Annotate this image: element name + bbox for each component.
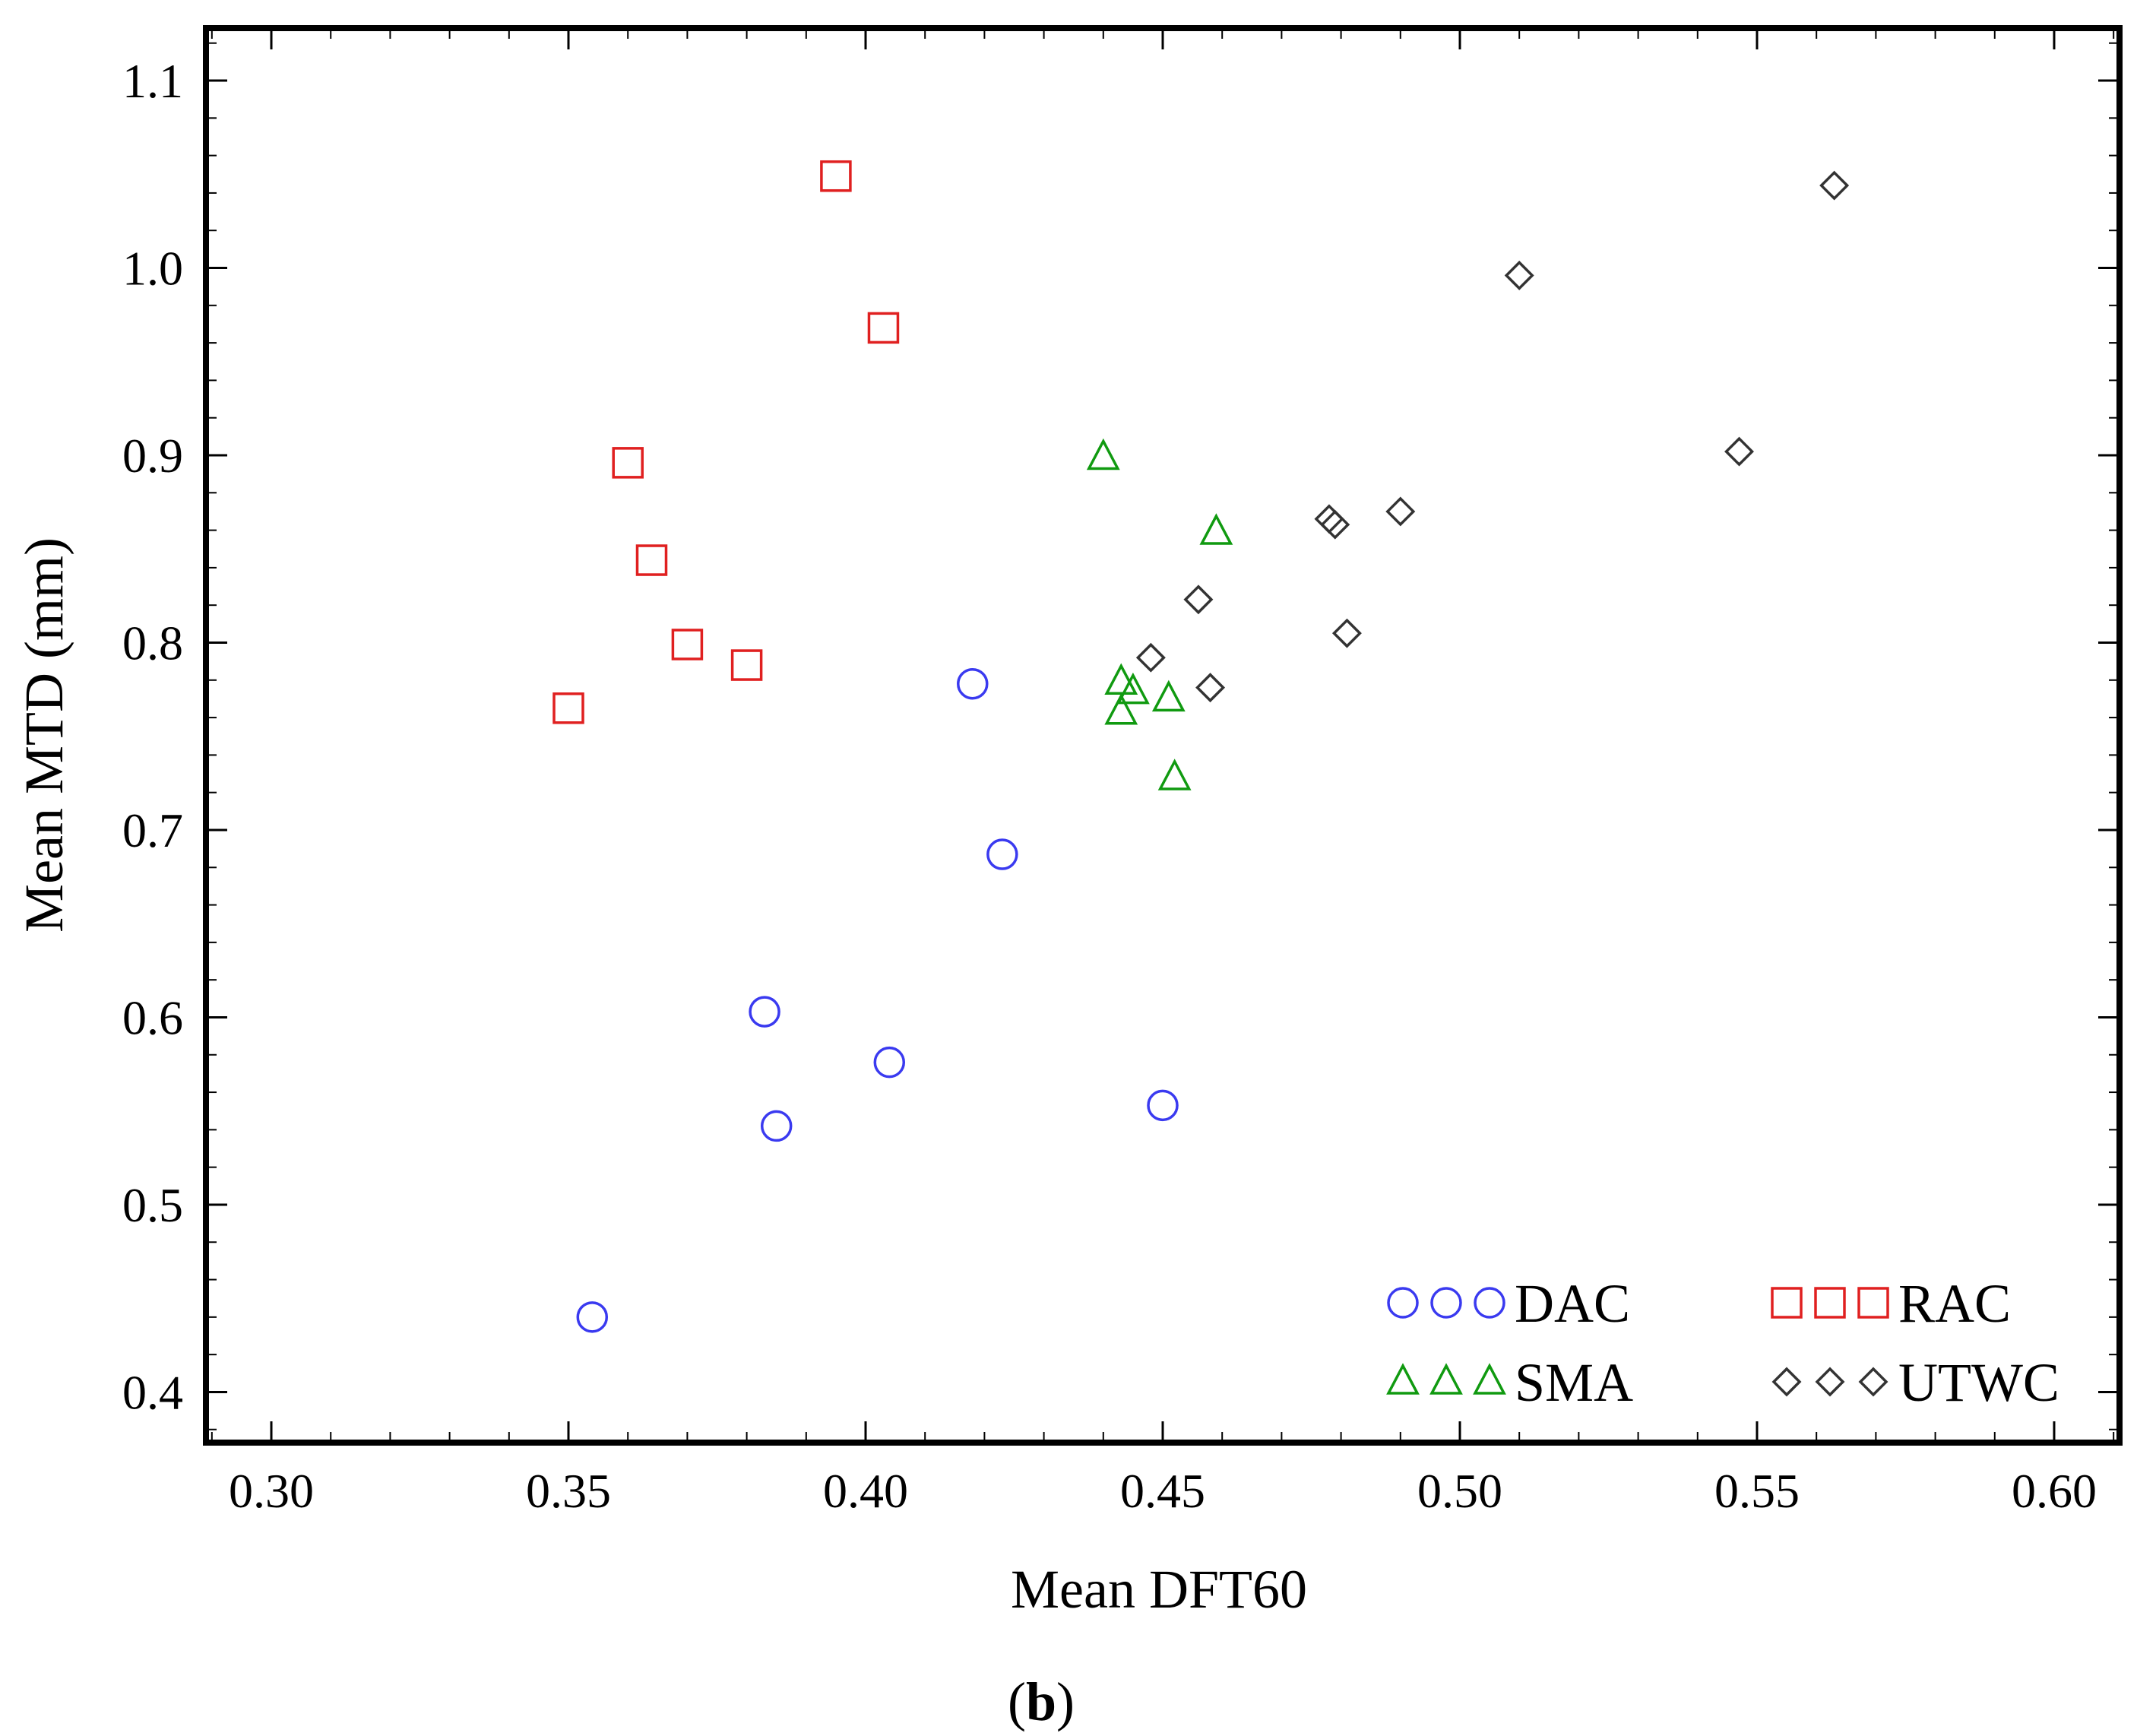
y-axis-label: Mean MTD (mm) [14, 537, 74, 933]
figure-caption: (b) [1008, 1671, 1075, 1732]
utwc-point [1135, 642, 1166, 673]
legend-marker-utwc [1858, 1367, 1888, 1397]
caption-letter: b [1026, 1671, 1056, 1732]
rac-point [612, 447, 644, 479]
utwc-point [1724, 436, 1755, 467]
x-tick-label: 0.40 [823, 1464, 908, 1518]
y-tick-label: 0.7 [122, 803, 183, 857]
legend-marker-utwc [1815, 1367, 1845, 1397]
dac-point [1147, 1089, 1179, 1122]
utwc-point [1195, 673, 1226, 703]
x-tick-label: 0.35 [526, 1464, 611, 1518]
axis-ticks [206, 28, 2120, 1443]
y-tick-label: 0.6 [122, 990, 183, 1044]
utwc-point [1504, 260, 1534, 290]
x-tick-label: 0.55 [1714, 1464, 1800, 1518]
utwc-point [1331, 618, 1362, 648]
legend-item-dac: DAC [1387, 1273, 1630, 1334]
legend-item-sma: SMA [1386, 1352, 1633, 1413]
series-utwc [1135, 170, 1850, 703]
legend-marker-sma [1386, 1363, 1420, 1395]
dac-point [986, 838, 1018, 870]
legend-item-utwc: UTWC [1771, 1352, 2059, 1413]
sma-point [1116, 672, 1150, 705]
utwc-point [1385, 496, 1416, 527]
y-tick-label: 0.5 [122, 1178, 183, 1232]
x-tick-label: 0.50 [1417, 1464, 1502, 1518]
legend-marker-dac [1430, 1287, 1462, 1319]
legend-marker-sma [1473, 1363, 1506, 1395]
x-tick-label: 0.60 [2012, 1464, 2097, 1518]
x-tick-label: 0.45 [1120, 1464, 1205, 1518]
legend-marker-rac [1771, 1287, 1803, 1319]
utwc-point [1819, 170, 1850, 201]
sma-point [1086, 438, 1120, 470]
legend-label-dac: DAC [1515, 1273, 1630, 1334]
y-tick-label: 0.4 [122, 1365, 183, 1419]
y-tick-label: 1.0 [122, 242, 183, 296]
sma-point [1199, 513, 1233, 545]
legend: DAC RAC SMA UTWC [1386, 1273, 2059, 1413]
dac-point [873, 1046, 906, 1079]
dac-point [957, 667, 989, 700]
rac-point [552, 692, 584, 724]
legend-marker-rac [1814, 1287, 1846, 1319]
series-sma [1086, 438, 1233, 790]
legend-marker-rac [1857, 1287, 1889, 1319]
sma-point [1151, 680, 1186, 712]
caption-open-paren: ( [1008, 1671, 1026, 1732]
legend-marker-utwc [1771, 1367, 1802, 1397]
legend-marker-sma [1429, 1363, 1463, 1395]
rac-point [671, 629, 704, 661]
sma-point [1104, 692, 1138, 725]
legend-label-rac: RAC [1898, 1273, 2011, 1334]
legend-item-rac: RAC [1771, 1273, 2011, 1334]
legend-marker-dac [1387, 1287, 1419, 1319]
rac-point [820, 160, 852, 192]
x-axis-label: Mean DFT60 [1011, 1559, 1307, 1620]
tick-labels: 0.30 0.35 0.40 0.45 0.50 0.55 0.60 0.4 0.5 0.6 0.7… [122, 54, 2097, 1518]
x-tick-label: 0.30 [229, 1464, 314, 1518]
series-dac [576, 667, 1179, 1333]
y-tick-label: 1.1 [122, 54, 183, 108]
dac-point [760, 1110, 793, 1142]
y-tick-label: 0.8 [122, 616, 183, 670]
y-tick-label: 0.9 [122, 429, 183, 483]
caption-close-paren: ) [1056, 1671, 1075, 1732]
dac-point [749, 996, 780, 1028]
rac-point [730, 649, 763, 681]
data-points [552, 160, 1850, 1333]
dac-point [576, 1301, 609, 1333]
utwc-point [1320, 509, 1350, 540]
rac-point [867, 312, 900, 344]
legend-label-utwc: UTWC [1898, 1352, 2059, 1413]
series-rac [552, 160, 900, 724]
sma-point [1157, 759, 1192, 790]
legend-marker-dac [1474, 1287, 1505, 1319]
plot-frame [203, 25, 2123, 1446]
rac-point [635, 544, 668, 576]
utwc-point [1183, 584, 1214, 615]
legend-label-sma: SMA [1515, 1352, 1633, 1413]
